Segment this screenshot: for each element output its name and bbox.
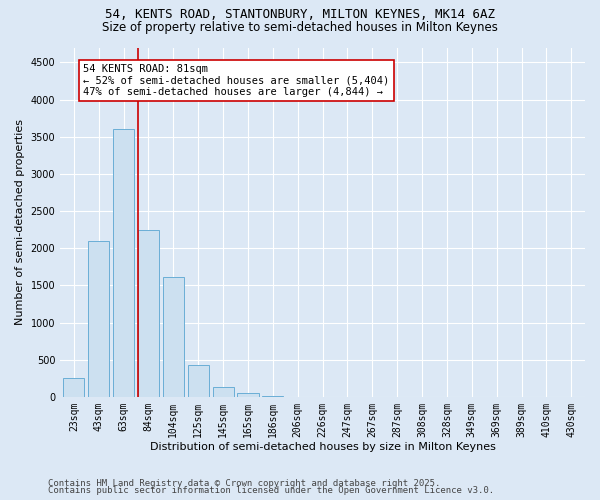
Bar — [163, 277, 184, 397]
Text: 54, KENTS ROAD, STANTONBURY, MILTON KEYNES, MK14 6AZ: 54, KENTS ROAD, STANTONBURY, MILTON KEYN… — [105, 8, 495, 20]
Text: 54 KENTS ROAD: 81sqm
← 52% of semi-detached houses are smaller (5,404)
47% of se: 54 KENTS ROAD: 81sqm ← 52% of semi-detac… — [83, 64, 389, 97]
Y-axis label: Number of semi-detached properties: Number of semi-detached properties — [15, 119, 25, 325]
Bar — [262, 396, 283, 397]
Text: Contains public sector information licensed under the Open Government Licence v3: Contains public sector information licen… — [48, 486, 494, 495]
Bar — [188, 365, 209, 397]
Bar — [113, 128, 134, 397]
Text: Contains HM Land Registry data © Crown copyright and database right 2025.: Contains HM Land Registry data © Crown c… — [48, 478, 440, 488]
Bar — [238, 392, 259, 397]
Bar — [212, 387, 233, 397]
Bar — [88, 240, 109, 397]
X-axis label: Distribution of semi-detached houses by size in Milton Keynes: Distribution of semi-detached houses by … — [149, 442, 496, 452]
Text: Size of property relative to semi-detached houses in Milton Keynes: Size of property relative to semi-detach… — [102, 21, 498, 34]
Bar — [63, 378, 85, 397]
Bar — [138, 230, 159, 397]
